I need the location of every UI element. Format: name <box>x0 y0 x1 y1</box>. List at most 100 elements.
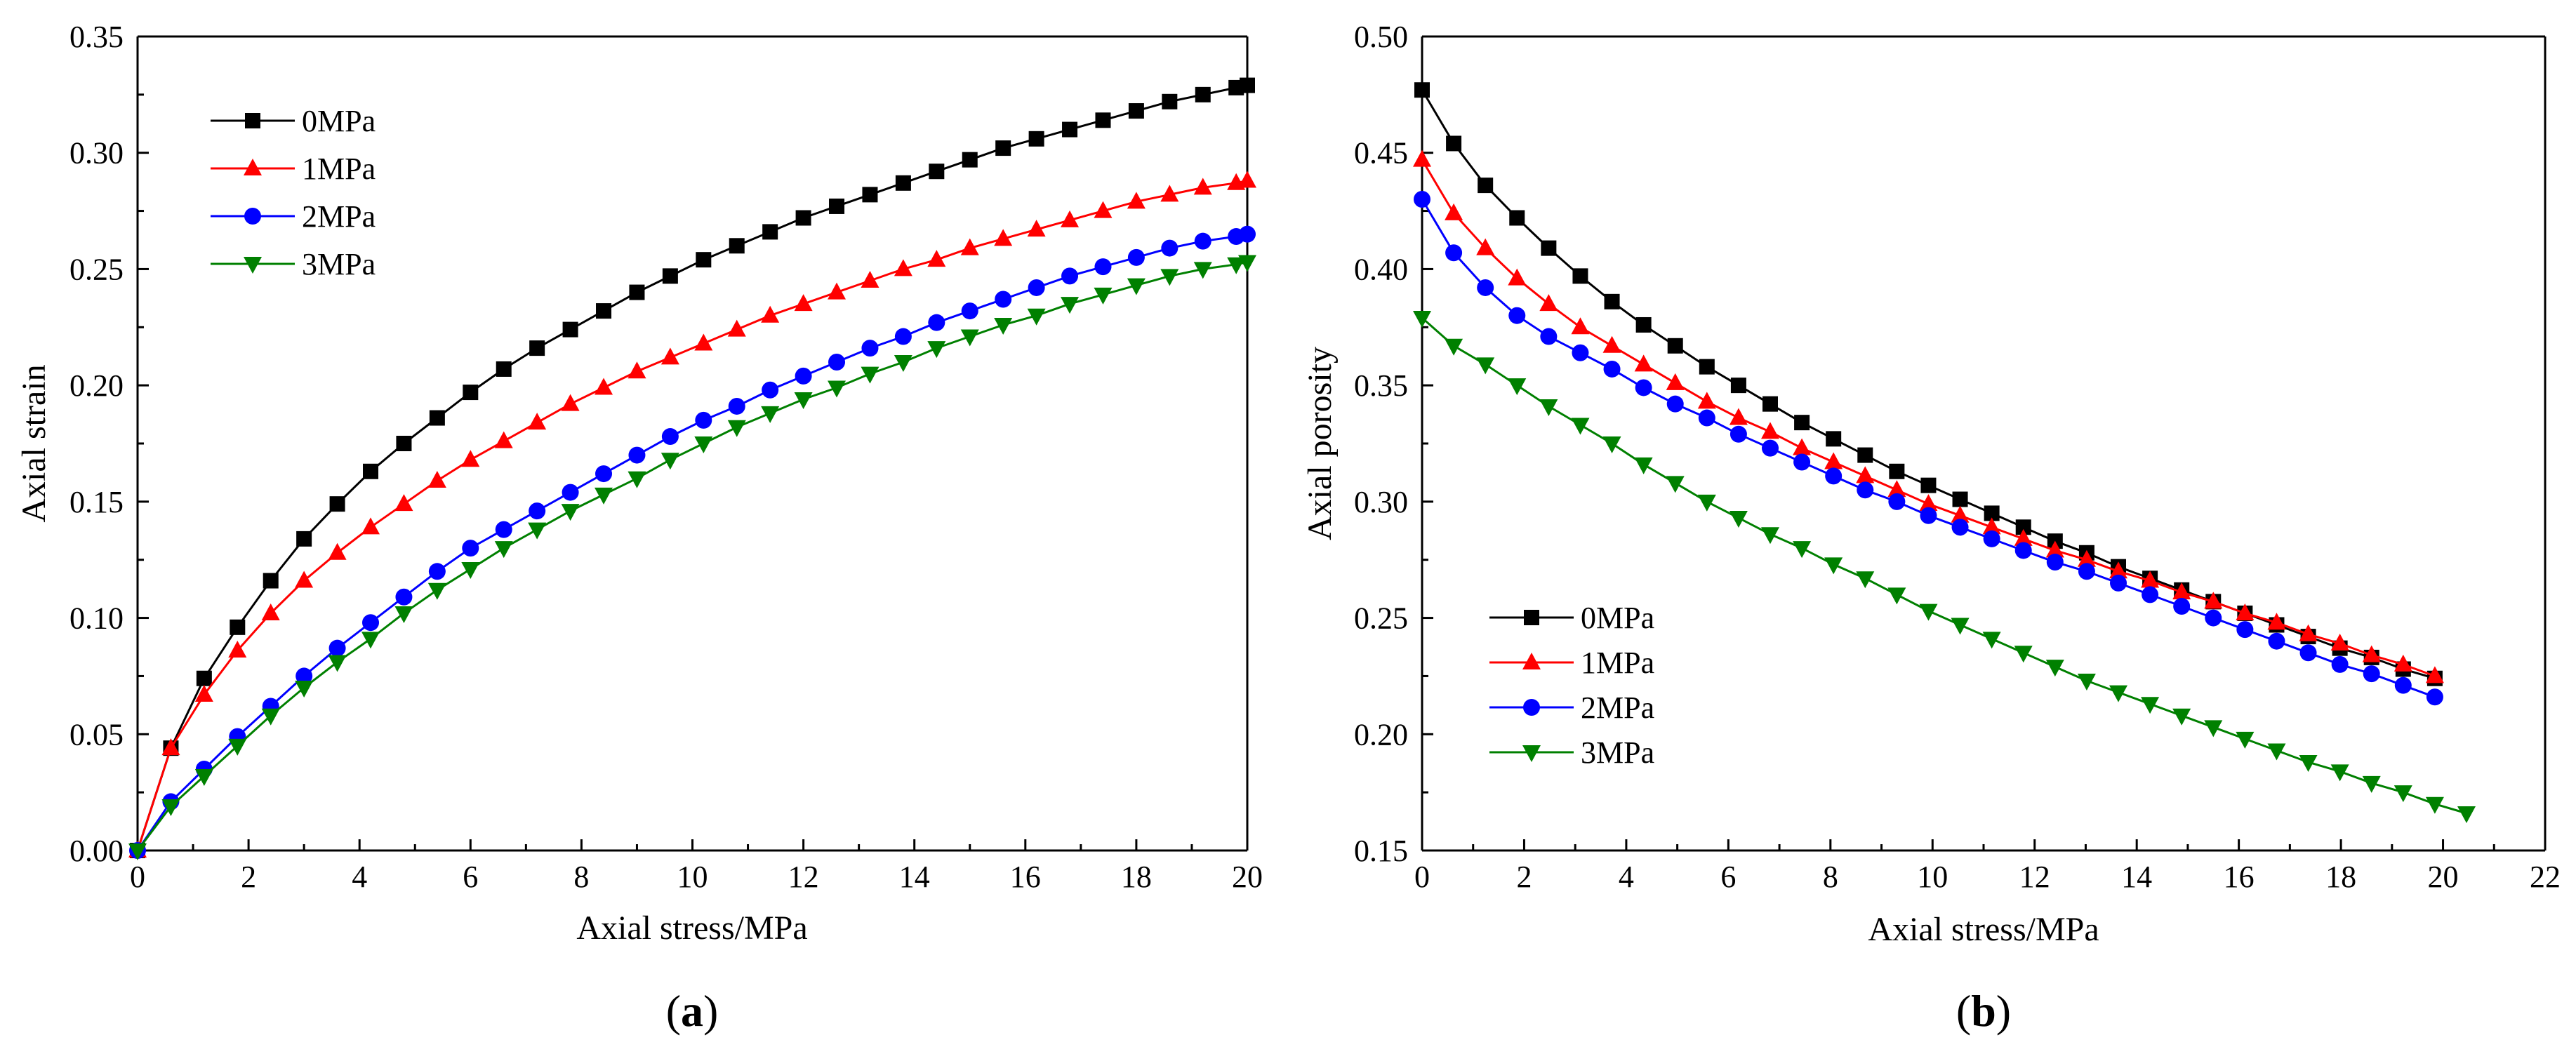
panel-a-data-point-0MPa <box>529 340 545 356</box>
panel-b-data-point-1MPa <box>1982 517 2001 535</box>
panel-b-data-point-1MPa <box>1793 438 1812 455</box>
panel-a-data-point-2MPa <box>395 588 413 606</box>
panel-a-legend-marker-2MPa <box>244 208 261 225</box>
panel-b-x-tick-label: 8 <box>1823 860 1838 894</box>
panel-b-legend-marker-1MPa <box>1522 653 1541 669</box>
panel-a-legend-label: 3MPa <box>302 247 376 281</box>
panel-a-data-point-1MPa <box>894 259 912 276</box>
panel-b-data-point-2MPa <box>1825 467 1843 485</box>
panel-a-data-point-3MPa <box>561 504 580 521</box>
panel-b-x-tick-label: 12 <box>2019 860 2050 894</box>
panel-b-data-point-0MPa <box>1509 210 1525 226</box>
panel-a-data-point-0MPa <box>596 303 612 319</box>
panel-b-data-point-2MPa <box>1414 191 1430 208</box>
panel-b-data-point-0MPa <box>1952 491 1968 507</box>
panel-a-data-point-0MPa <box>829 198 845 214</box>
panel-a-data-point-0MPa <box>429 410 445 426</box>
panel-a-data-point-3MPa <box>660 453 679 470</box>
panel-b-data-point-1MPa <box>2172 582 2191 600</box>
panel-b-legend-label: 1MPa <box>1581 646 1654 680</box>
panel-a-data-point-0MPa <box>562 321 578 338</box>
panel-b-y-tick-label: 0.20 <box>1354 717 1408 752</box>
panel-a-data-point-1MPa <box>927 250 946 267</box>
panel-a-x-axis-title: Axial stress/MPa <box>576 909 807 947</box>
panel-a-data-point-1MPa <box>794 294 813 312</box>
panel-a-data-point-1MPa <box>394 494 413 512</box>
panel-a-x-tick-label: 10 <box>677 860 708 894</box>
panel-b-data-point-2MPa <box>1888 493 1906 510</box>
panel-a-data-point-1MPa <box>427 471 446 488</box>
panel-a-legend-label: 1MPa <box>302 152 376 186</box>
panel-a-data-point-3MPa <box>228 738 247 756</box>
panel-b-data-point-3MPa <box>2267 743 2286 761</box>
panel-b-data-point-3MPa <box>2236 731 2255 749</box>
panel-b-y-tick-label: 0.40 <box>1354 252 1408 286</box>
panel-a-data-point-3MPa <box>1193 262 1212 279</box>
panel-b-data-point-1MPa <box>1445 203 1463 220</box>
panel-a-data-point-1MPa <box>561 394 580 411</box>
panel-a-x-tick-label: 14 <box>899 860 930 894</box>
panel-a-data-point-1MPa <box>994 229 1013 246</box>
panel-b-data-point-3MPa <box>2330 764 2349 782</box>
panel-a-data-point-1MPa <box>361 517 380 535</box>
panel-b-data-point-3MPa <box>1445 338 1463 356</box>
panel-b-data-point-0MPa <box>1414 82 1430 98</box>
panel-a-data-point-0MPa <box>1095 112 1111 128</box>
panel-b-data-point-3MPa <box>2141 697 2160 714</box>
panel-a-data-point-3MPa <box>461 561 480 579</box>
panel-b-data-point-2MPa <box>1857 481 1874 499</box>
panel-b-data-point-2MPa <box>1445 244 1463 262</box>
panel-b-y-tick-label: 0.35 <box>1354 368 1408 403</box>
panel-a-y-ticks: 0.00 0.05 0.10 0.15 0.20 0.25 0.30 0.35 <box>69 20 149 868</box>
panel-a-data-point-3MPa <box>1027 308 1046 326</box>
panel-b-data-point-3MPa <box>2045 660 2064 677</box>
panel-b-data-point-2MPa <box>1983 530 2000 547</box>
panel-b-data-point-1MPa <box>1508 268 1527 286</box>
panel-b-data-point-0MPa <box>2015 519 2031 535</box>
panel-a-data-point-3MPa <box>960 329 979 347</box>
panel-b-data-point-0MPa <box>1667 338 1683 354</box>
panel-a-data-point-2MPa <box>961 302 978 320</box>
panel-b-label-open: ( <box>1956 986 1971 1036</box>
panel-a-data-point-2MPa <box>1239 225 1256 243</box>
panel-a-data-point-3MPa <box>628 471 646 488</box>
panel-b-data-point-2MPa <box>1951 519 1969 536</box>
panel-a-x-tick-label: 0 <box>130 860 145 894</box>
panel-a-data-point-2MPa <box>828 354 846 371</box>
panel-b-data-point-3MPa <box>2362 775 2381 793</box>
panel-b-x-tick-label: 2 <box>1516 860 1532 894</box>
panel-a-label-letter: a <box>681 986 703 1036</box>
panel-a-data-point-3MPa <box>994 317 1013 335</box>
panel-a-data-point-3MPa <box>828 380 847 398</box>
panel-b-data-point-3MPa <box>2172 708 2191 726</box>
panel-a-data-point-3MPa <box>794 392 813 410</box>
panel-a-data-point-3MPa <box>1127 278 1146 295</box>
panel-a-data-point-0MPa <box>1162 93 1178 109</box>
panel-a-data-point-1MPa <box>694 333 713 351</box>
panel-a-data-point-0MPa <box>329 496 345 512</box>
panel-b-data-point-2MPa <box>2078 563 2095 580</box>
panel-a-data-point-2MPa <box>861 340 879 357</box>
panel-b-data-point-3MPa <box>1666 476 1685 493</box>
panel-b-data-point-1MPa <box>1761 422 1779 439</box>
panel-a-data-point-1MPa <box>1061 210 1080 227</box>
panel-a-data-point-3MPa <box>528 522 547 540</box>
panel-a-data-point-2MPa <box>1194 232 1211 250</box>
panel-b-data-point-1MPa <box>1666 373 1685 390</box>
panel-a-data-point-3MPa <box>894 355 912 372</box>
panel-b-x-axis-title: Axial stress/MPa <box>1868 911 2099 948</box>
panel-a-data-point-2MPa <box>1061 267 1079 285</box>
panel-b-data-point-2MPa <box>2299 644 2317 662</box>
panel-a-data-point-1MPa <box>328 542 347 560</box>
panel-b-y-tick-label: 0.25 <box>1354 601 1408 636</box>
panel-a-data-point-3MPa <box>1061 297 1080 314</box>
panel-b-legend-marker-2MPa <box>1523 699 1540 716</box>
panel-b-x-tick-label: 6 <box>1720 860 1736 894</box>
panel-b-data-point-1MPa <box>1571 317 1590 335</box>
panel-b-data-point-3MPa <box>1508 378 1527 396</box>
panel-b-y-ticks: 0.15 0.20 0.25 0.30 0.35 0.40 0.45 0.50 <box>1354 20 1433 868</box>
panel-b-data-point-3MPa <box>1476 357 1495 375</box>
panel-a-legend: 0MPa 1MPa 2MPa 3MPa <box>211 104 376 281</box>
panel-a-data-point-1MPa <box>727 319 746 337</box>
panel-a-data-point-3MPa <box>694 436 713 453</box>
